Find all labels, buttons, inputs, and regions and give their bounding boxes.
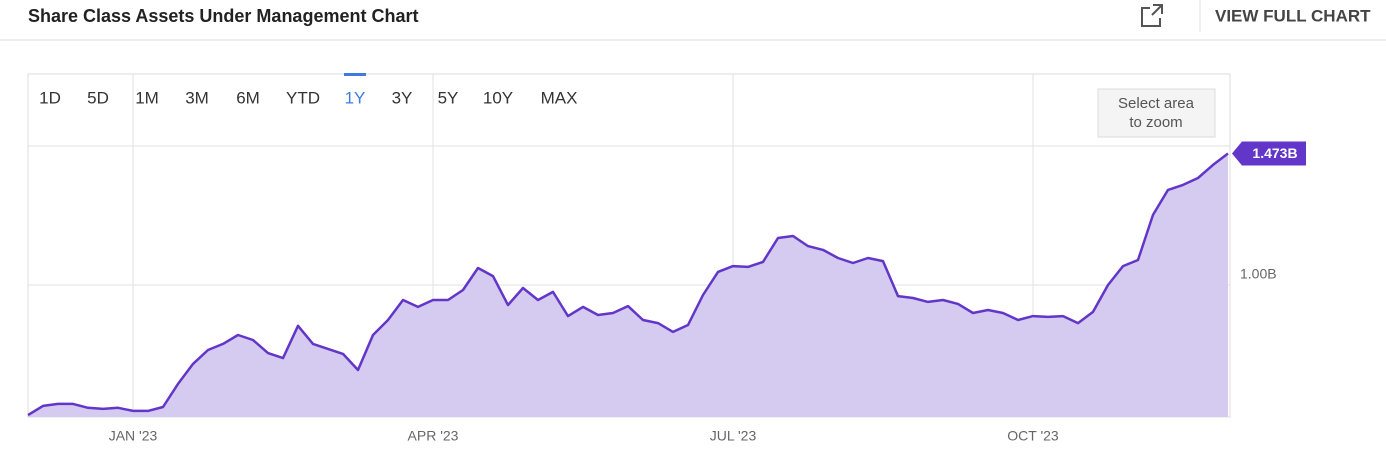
range-button[interactable]: 1D (39, 88, 61, 107)
value-flag (1232, 141, 1306, 166)
x-tick-label: JAN '23 (109, 428, 158, 444)
zoom-hint: to zoom (1129, 114, 1182, 131)
range-button[interactable]: 1M (135, 88, 159, 107)
area-fill (28, 153, 1228, 417)
icon-box (1141, 7, 1161, 27)
widget-title: Share Class Assets Under Management Char… (28, 6, 418, 26)
range-button[interactable]: 6M (236, 88, 260, 107)
area-line (27, 152, 1229, 417)
range-button[interactable]: 3Y (392, 88, 413, 107)
value-flag-label: 1.473B (1252, 145, 1297, 161)
range-button[interactable]: YTD (286, 88, 320, 107)
y-tick-label: 1.00B (1240, 266, 1277, 282)
controls: 1D 5D 1M 3M 6M YTD 1Y 3Y 5Y 10Y MAX Select area to z… (39, 73, 1216, 138)
x-tick-label: APR '23 (408, 428, 459, 444)
icon-arrow (1151, 4, 1163, 16)
range-button[interactable]: 5Y (438, 88, 459, 107)
open-icon[interactable] (1141, 4, 1163, 27)
zoom-hint: Select area (1118, 95, 1195, 112)
plot: 1.00B JAN '23 APR '23 JUL '23 OCT '23 1.473B (27, 74, 1306, 444)
range-button[interactable]: 5D (87, 88, 109, 107)
x-tick-label: JUL '23 (710, 428, 757, 444)
range-button[interactable]: 3M (185, 88, 209, 107)
view-full-chart[interactable]: VIEW FULL CHART (1215, 6, 1371, 25)
range-button[interactable]: MAX (541, 88, 578, 107)
x-tick-label: OCT '23 (1007, 428, 1059, 444)
range-button[interactable]: 1Y (345, 88, 366, 107)
zoom-hint-box (1097, 88, 1216, 138)
range-button[interactable]: 10Y (483, 88, 513, 107)
range-selected-bar (344, 73, 366, 76)
